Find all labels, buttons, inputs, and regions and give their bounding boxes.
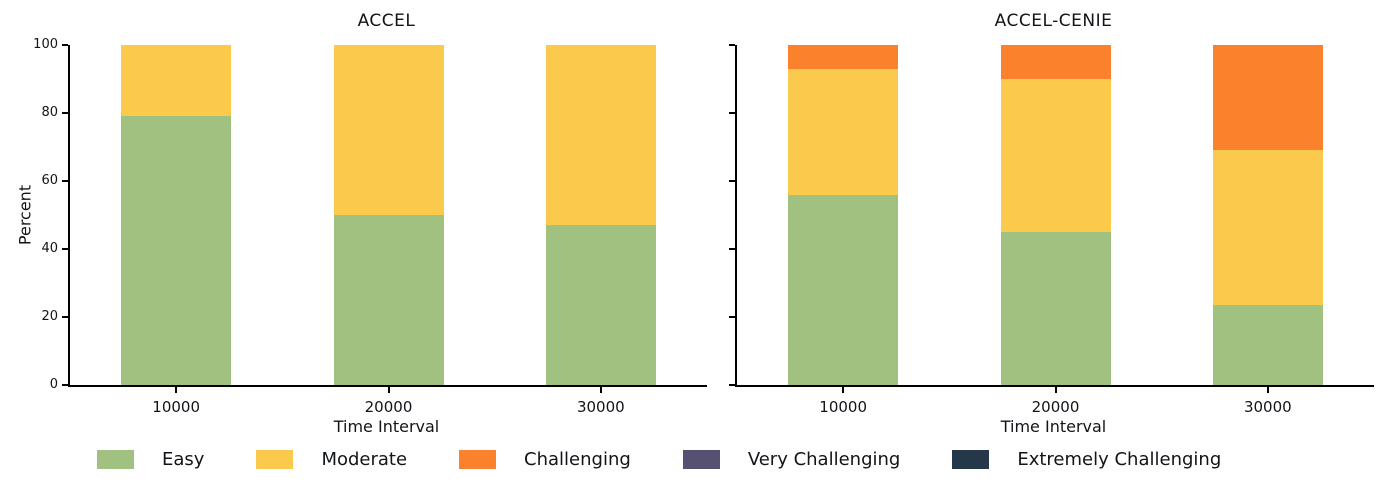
legend-item-extremely-challenging: Extremely Challenging [952,449,1221,470]
stacked-bar-10000 [788,45,899,385]
y-tick-label: 100 [33,37,58,52]
bar-segment-easy [1000,232,1111,385]
x-tick-mark [842,387,845,393]
bar-segment-easy [1212,305,1323,385]
legend-label: Moderate [321,449,408,470]
legend-swatch-extremely-challenging [952,450,990,469]
bar-segment-moderate [333,45,444,215]
y-tick-mark [729,384,735,386]
right-x-axis-label: Time Interval [1000,417,1107,436]
y-tick-mark [62,44,68,46]
y-tick-label: 20 [41,309,58,324]
y-tick-mark [62,316,68,318]
y-tick-mark [729,112,735,114]
legend-label: Challenging [524,449,631,470]
x-tick-label: 10000 [819,398,868,416]
legend-swatch-moderate [256,450,294,469]
bar-segment-easy [545,225,656,385]
bar-segment-challenging [1212,45,1323,151]
stacked-bar-20000 [1000,45,1111,385]
y-tick-mark [729,316,735,318]
y-tick-label: 60 [41,173,58,188]
legend-swatch-easy [97,450,134,469]
left-x-axis-label: Time Interval [333,417,440,436]
x-tick-label: 20000 [364,398,413,416]
legend-swatch-challenging [459,450,497,469]
legend-label: Easy [162,449,205,470]
legend-item-very-challenging: Very Challenging [682,449,901,470]
stacked-bar-30000 [545,45,656,385]
x-tick-mark [1266,387,1269,393]
y-tick-mark [62,180,68,182]
y-tick-mark [729,180,735,182]
left-chart-title: ACCEL [357,11,416,31]
right-chart-title: ACCEL-CENIE [994,11,1113,31]
y-tick-mark [729,248,735,250]
bar-segment-easy [788,194,899,385]
legend-label: Extremely Challenging [1017,449,1222,470]
x-tick-label: 30000 [1243,398,1292,416]
right-chart-plot-area: 10000 20000 30000 [729,44,1374,416]
y-tick-mark [62,248,68,250]
bar-segment-moderate [545,45,656,226]
bar-segment-challenging [788,45,899,69]
bar-segment-challenging [1000,45,1111,79]
y-tick-mark [62,112,68,114]
bar-segment-easy [333,215,444,385]
bar-segment-moderate [788,68,899,195]
legend-swatch-very-challenging [682,450,720,469]
y-tick-label: 0 [49,377,58,392]
x-tick-mark [175,387,178,393]
x-tick-label: 20000 [1031,398,1080,416]
legend-item-easy: Easy [97,449,204,470]
bar-segment-moderate [1212,150,1323,306]
y-axis-label: Percent [15,184,35,246]
y-tick-mark [62,384,68,386]
bar-segment-easy [121,116,232,385]
y-tick-label: 80 [41,105,58,120]
x-tick-mark [1054,387,1057,393]
legend: Easy Moderate Challenging Very Challenging E… [97,449,1221,470]
x-tick-label: 30000 [576,398,625,416]
bar-segment-moderate [121,45,232,117]
x-tick-label: 10000 [152,398,201,416]
y-tick-label: 40 [41,241,58,256]
stacked-bar-10000 [121,45,232,385]
left-chart-plot-area: 0 20 40 60 80 100 10000 20000 30000 [33,37,707,416]
stacked-bar-30000 [1212,45,1323,385]
bar-segment-moderate [1000,79,1111,232]
x-tick-mark [599,387,602,393]
legend-label: Very Challenging [747,449,901,470]
x-tick-mark [387,387,390,393]
legend-item-moderate: Moderate [256,449,407,470]
legend-item-challenging: Challenging [459,449,631,470]
stacked-bar-20000 [333,45,444,385]
y-tick-mark [729,44,735,46]
